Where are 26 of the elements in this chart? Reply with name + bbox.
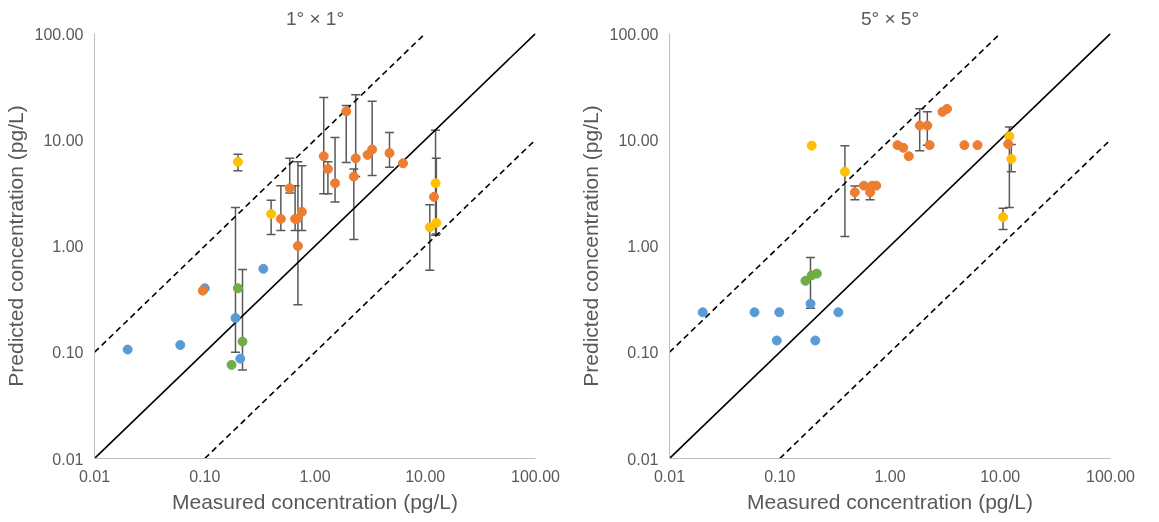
y-tick-label: 0.10 [52,344,84,362]
x-axis-title: Measured concentration (pg/L) [172,489,458,513]
chart-title: 5° × 5° [861,7,919,29]
y-tick-label: 100.00 [609,25,659,43]
x-tick-label: 0.01 [78,467,111,485]
x-tick-label: 100.00 [1086,467,1136,485]
x-tick-label: 0.01 [653,467,686,485]
chart-title: 1° × 1° [286,7,344,29]
x-axis-title: Measured concentration (pg/L) [747,489,1033,513]
y-tick-label: 100.00 [34,25,84,43]
y-tick-label: 10.00 [618,131,659,149]
x-tick-label: 10.00 [980,467,1021,485]
x-tick-label: 1.00 [299,467,331,485]
y-axis-title: Predicted concentration (pg/L) [578,105,602,387]
x-tick-label: 10.00 [405,467,446,485]
x-tick-label: 100.00 [511,467,561,485]
y-tick-label: 0.01 [627,450,659,468]
x-tick-label: 1.00 [874,467,906,485]
y-tick-label: 0.01 [52,450,84,468]
y-axis-title: Predicted concentration (pg/L) [3,105,27,387]
y-tick-label: 1.00 [52,238,84,255]
y-tick-label: 0.10 [627,344,659,362]
x-tick-label: 0.10 [189,467,221,485]
y-tick-label: 10.00 [43,131,84,149]
x-tick-label: 0.10 [764,467,796,485]
y-tick-label: 1.00 [627,238,659,255]
